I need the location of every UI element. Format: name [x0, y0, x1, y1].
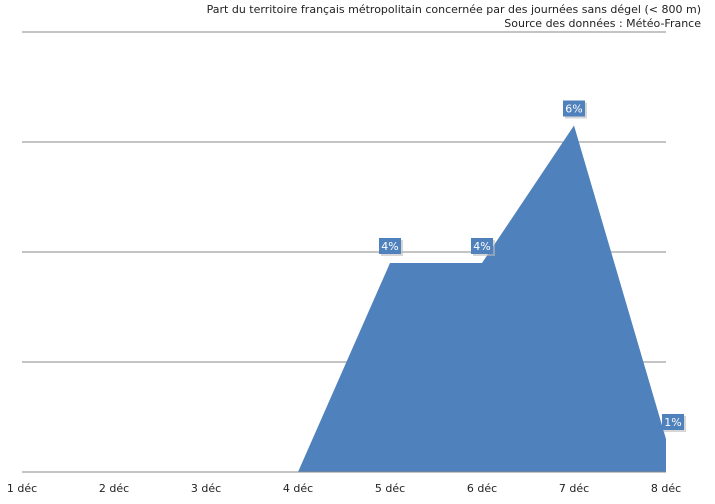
data-label: 1%	[664, 416, 681, 429]
chart-title: Part du territoire français métropolitai…	[206, 3, 701, 16]
x-tick-label: 4 déc	[283, 482, 313, 495]
data-label-box	[471, 238, 493, 254]
x-tick-label: 5 déc	[375, 482, 405, 495]
x-tick-label: 6 déc	[467, 482, 497, 495]
x-tick-label: 8 déc	[651, 482, 681, 495]
x-tick-label: 3 déc	[191, 482, 221, 495]
x-tick-label: 7 déc	[559, 482, 589, 495]
data-label-box	[662, 414, 684, 430]
data-label: 4%	[381, 240, 398, 253]
data-label: 4%	[473, 240, 490, 253]
chart-subtitle: Source des données : Météo-France	[504, 17, 701, 30]
data-label-box	[563, 100, 585, 117]
data-label-box	[379, 238, 401, 254]
x-tick-label: 1 déc	[7, 482, 37, 495]
area-series	[22, 125, 666, 472]
x-tick-label: 2 déc	[99, 482, 129, 495]
chart-title-block: Part du territoire français métropolitai…	[207, 3, 701, 31]
data-label: 6%	[565, 103, 582, 116]
